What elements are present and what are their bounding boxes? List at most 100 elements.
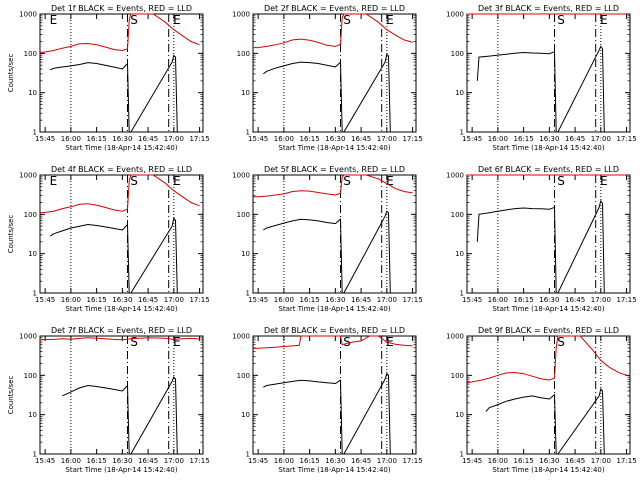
y-tick-label: 10 [28, 89, 37, 97]
x-tick-label: 17:00 [164, 457, 184, 465]
lld-series-line [253, 174, 413, 198]
plot-frame [252, 13, 417, 133]
plot-frame [466, 335, 631, 455]
y-tick-label: 1 [460, 129, 464, 137]
lld-series-line [39, 13, 200, 53]
x-tick-label: 16:45 [351, 135, 371, 143]
lld-series-line [466, 335, 627, 384]
y-tick-label: 100 [24, 50, 37, 58]
segment-marker-e: E [386, 174, 394, 188]
x-tick-label: 16:30 [112, 457, 132, 465]
segment-marker-s: S [130, 174, 138, 188]
segment-marker-s: S [343, 335, 351, 349]
x-tick-label: 17:15 [189, 135, 209, 143]
x-tick-label: 17:00 [377, 135, 397, 143]
plot-frame [466, 174, 631, 294]
plot-title: Det 9f BLACK = Events, RED = LLD [478, 326, 619, 335]
events-series-line [485, 387, 608, 455]
y-tick-label: 1000 [446, 333, 464, 341]
y-tick-label: 1000 [232, 333, 250, 341]
y-tick-label: 10 [455, 89, 464, 97]
y-tick-label: 1000 [19, 333, 37, 341]
segment-marker-s: S [343, 13, 351, 27]
y-tick-label: 1 [246, 451, 250, 459]
x-tick-label: 16:00 [274, 135, 294, 143]
y-tick-label: 1000 [19, 172, 37, 180]
y-axis-label: Counts/sec [7, 54, 15, 93]
segment-marker-e: E [386, 335, 394, 349]
segment-marker-e: E [173, 13, 181, 27]
x-tick-label: 16:15 [87, 457, 107, 465]
x-tick-label: 16:00 [61, 457, 81, 465]
detector-plot-9: Det 9f BLACK = Events, RED = LLD 1 10 100 10… [446, 326, 636, 474]
x-tick-label: 16:00 [488, 135, 508, 143]
events-series-line [262, 53, 394, 133]
y-tick-label: 1 [460, 290, 464, 298]
x-tick-label: 16:00 [274, 296, 294, 304]
plot-title: Det 5f BLACK = Events, RED = LLD [264, 165, 405, 174]
plot-title: Det 4f BLACK = Events, RED = LLD [51, 165, 192, 174]
x-tick-label: 17:15 [189, 457, 209, 465]
events-series-line [50, 216, 181, 294]
x-tick-label: 15:45 [462, 457, 482, 465]
segment-marker-s: S [130, 13, 138, 27]
y-tick-label: 100 [451, 372, 464, 380]
events-series-line [50, 54, 181, 133]
y-tick-label: 1000 [232, 172, 250, 180]
plot-frame [252, 335, 417, 455]
x-tick-label: 15:45 [248, 296, 268, 304]
x-tick-label: 16:15 [300, 296, 320, 304]
x-tick-label: 17:00 [164, 135, 184, 143]
y-tick-label: 1 [33, 290, 37, 298]
y-tick-label: 1 [246, 129, 250, 137]
x-axis-label: Start Time (18-Apr-14 15:42:40) [492, 466, 604, 474]
x-axis-label: Start Time (18-Apr-14 15:42:40) [278, 305, 390, 313]
plot-title: Det 7f BLACK = Events, RED = LLD [51, 326, 192, 335]
x-tick-label: 16:30 [539, 296, 559, 304]
segment-marker-e: E [173, 335, 181, 349]
x-axis-label: Start Time (18-Apr-14 15:42:40) [65, 305, 177, 313]
lld-series-line [253, 13, 413, 49]
detector-plot-7: Det 7f BLACK = Events, RED = LLD 1 10 100 10… [7, 326, 210, 474]
plot-frame [39, 335, 204, 455]
segment-marker-e: E [600, 13, 608, 27]
x-tick-label: 16:30 [325, 135, 345, 143]
x-tick-label: 16:45 [351, 457, 371, 465]
x-tick-label: 16:45 [138, 135, 158, 143]
x-tick-label: 17:00 [377, 457, 397, 465]
y-tick-label: 1 [460, 451, 464, 459]
x-tick-label: 16:00 [61, 135, 81, 143]
y-tick-label: 100 [237, 211, 250, 219]
plot-title: Det 1f BLACK = Events, RED = LLD [51, 4, 192, 13]
x-tick-label: 17:15 [402, 135, 422, 143]
x-tick-label: 16:30 [112, 135, 132, 143]
plot-title: Det 2f BLACK = Events, RED = LLD [264, 4, 405, 13]
x-tick-label: 16:30 [325, 457, 345, 465]
y-axis-label: Counts/sec [7, 376, 15, 415]
x-tick-label: 16:45 [565, 457, 585, 465]
detector-plot-4: Det 4f BLACK = Events, RED = LLD 1 10 100 10… [7, 165, 210, 313]
y-tick-label: 10 [455, 250, 464, 258]
y-tick-label: 10 [28, 411, 37, 419]
segment-marker-s: S [557, 174, 565, 188]
x-tick-label: 15:45 [248, 457, 268, 465]
y-tick-label: 1000 [232, 11, 250, 19]
x-axis-label: Start Time (18-Apr-14 15:42:40) [278, 466, 390, 474]
y-tick-label: 100 [451, 50, 464, 58]
x-tick-label: 16:00 [488, 296, 508, 304]
x-axis-label: Start Time (18-Apr-14 15:42:40) [492, 144, 604, 152]
plot-frame [39, 174, 204, 294]
x-tick-label: 16:00 [61, 296, 81, 304]
x-tick-label: 16:15 [514, 135, 534, 143]
x-axis-label: Start Time (18-Apr-14 15:42:40) [492, 305, 604, 313]
events-series-line [263, 210, 394, 294]
x-tick-label: 17:00 [591, 135, 611, 143]
x-tick-label: 16:15 [87, 135, 107, 143]
segment-marker-s: S [343, 174, 351, 188]
lld-series-line [39, 337, 200, 341]
x-tick-label: 16:15 [514, 296, 534, 304]
x-tick-label: 16:15 [87, 296, 107, 304]
x-tick-label: 17:00 [377, 296, 397, 304]
segment-marker-e: E [50, 174, 58, 188]
